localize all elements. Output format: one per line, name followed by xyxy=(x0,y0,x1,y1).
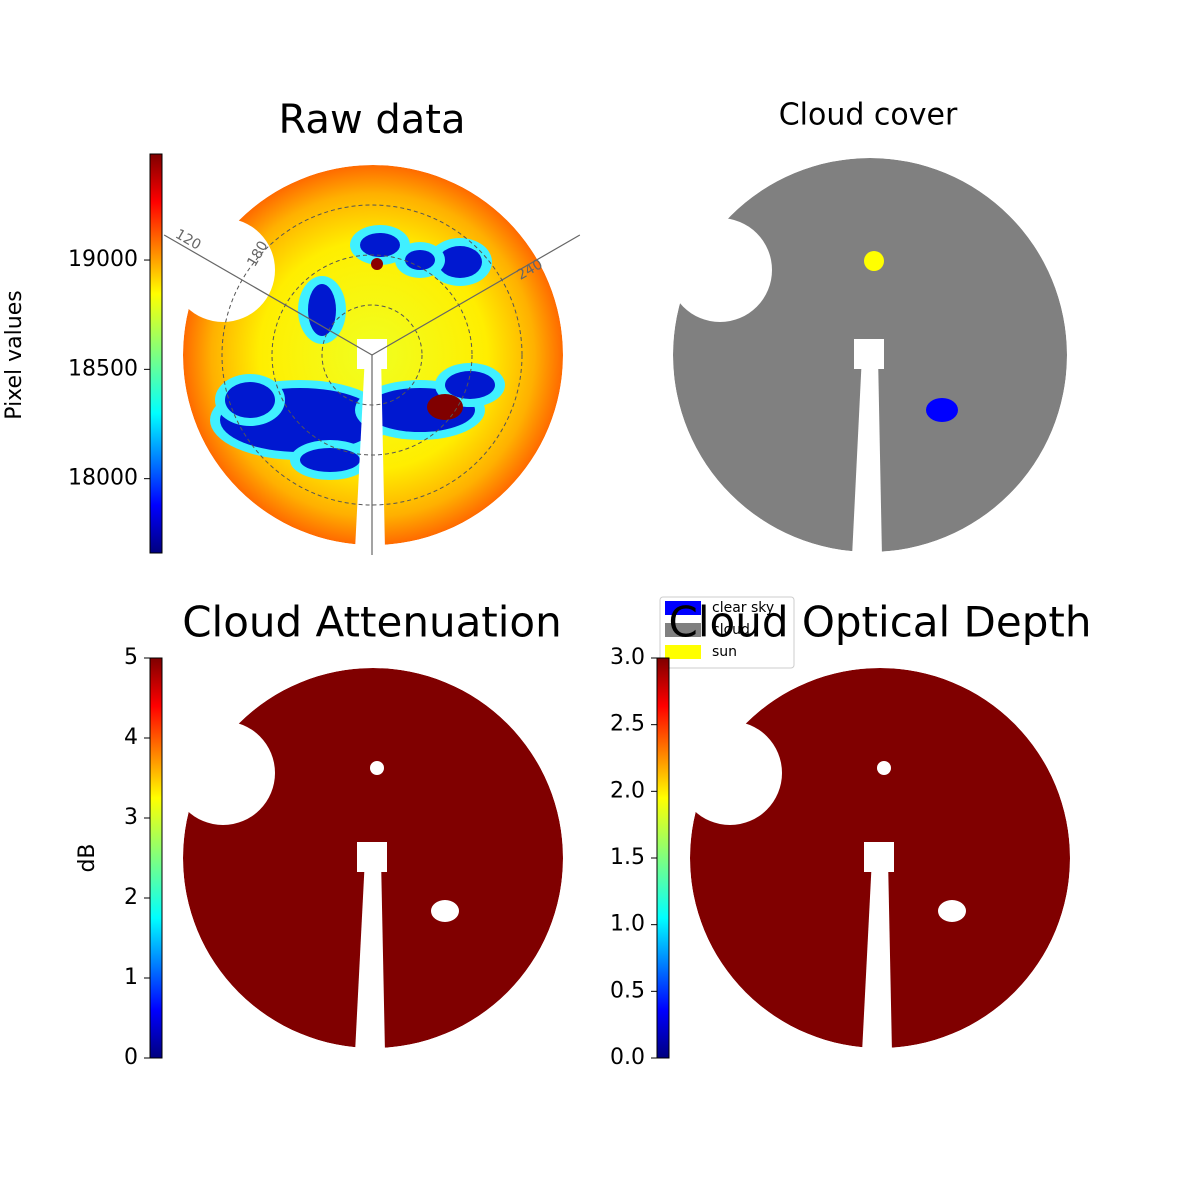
panel-title: Cloud cover xyxy=(779,98,958,133)
sun-marker xyxy=(371,258,383,270)
colorbar-tick-label: 0.0 xyxy=(610,1045,645,1070)
cloud-patch xyxy=(225,382,275,418)
colorbar-tick-label: 5 xyxy=(124,645,138,670)
colorbar-tick-label: 19000 xyxy=(68,247,138,272)
legend-label: clear sky xyxy=(712,600,774,616)
cloud-patch xyxy=(308,284,336,336)
colorbar-label: Pixel values xyxy=(2,290,27,419)
legend-swatch xyxy=(665,623,701,637)
colorbar-tick-label: 2 xyxy=(124,885,138,910)
polar-axis xyxy=(371,234,581,356)
colorbar-tick-label: 1.0 xyxy=(610,912,645,937)
legend-swatch xyxy=(665,601,701,615)
cloud-patch xyxy=(438,246,482,278)
colorbar-tick-label: 2.5 xyxy=(610,712,645,737)
colorbar xyxy=(149,657,163,1059)
colorbar-tick-label: 3 xyxy=(124,805,138,830)
colorbar-tick-label: 4 xyxy=(124,725,138,750)
colorbar-tick-label: 1.5 xyxy=(610,845,645,870)
colorbar-tick-label: 18500 xyxy=(68,356,138,381)
panel-title: Cloud Optical Depth xyxy=(669,598,1092,647)
sky-base xyxy=(673,158,1067,552)
sky-base xyxy=(183,668,563,1048)
legend-label: sun xyxy=(712,644,737,660)
clear-patch xyxy=(727,232,743,288)
legend-swatch xyxy=(665,645,701,659)
cloud-patch xyxy=(300,448,360,472)
colorbar-tick-label: 2.0 xyxy=(610,778,645,803)
sun-hole xyxy=(370,761,384,775)
colorbar-tick-label: 18000 xyxy=(68,466,138,491)
sun-disk xyxy=(864,251,884,271)
cloud-patch xyxy=(445,371,495,399)
cloud-patch xyxy=(405,250,435,270)
colorbar xyxy=(149,153,163,554)
colorbar-label: dB xyxy=(75,843,100,872)
sun-hole xyxy=(877,761,891,775)
polar-grid xyxy=(221,204,523,506)
hot-patch xyxy=(427,394,463,420)
panel-title: Raw data xyxy=(279,97,466,143)
sky-image xyxy=(183,668,563,1048)
panel-title: Cloud Attenuation xyxy=(182,598,562,647)
colorbar-tick-label: 3.0 xyxy=(610,645,645,670)
clear-hole xyxy=(938,900,966,922)
polar-label: 120 xyxy=(172,226,203,253)
sky-image xyxy=(690,668,1070,1048)
colorbar xyxy=(656,657,670,1059)
colorbar-tick-label: 0 xyxy=(124,1045,138,1070)
legend-label: cloud xyxy=(712,622,750,638)
clear-hole xyxy=(431,900,459,922)
colorbar-tick-label: 1 xyxy=(124,965,138,990)
sky-base xyxy=(690,668,1070,1048)
sky-image xyxy=(673,158,1067,552)
cloud-patch xyxy=(360,233,400,257)
clear-patch xyxy=(926,398,958,422)
colorbar-tick-label: 0.5 xyxy=(610,978,645,1003)
polar-axis xyxy=(163,234,373,356)
